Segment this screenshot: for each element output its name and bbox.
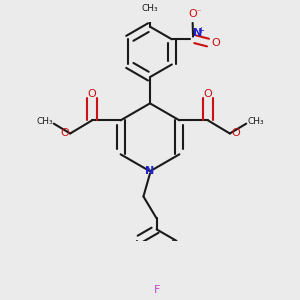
Text: CH₃: CH₃ (142, 4, 158, 13)
Text: CH₃: CH₃ (247, 117, 264, 126)
Text: O: O (60, 128, 69, 139)
Text: N: N (193, 28, 202, 38)
Text: O: O (231, 128, 240, 139)
Text: O: O (211, 38, 220, 48)
Text: O: O (88, 89, 97, 100)
Text: O: O (188, 9, 197, 19)
Text: N: N (146, 166, 154, 176)
Text: O: O (203, 89, 212, 100)
Text: F: F (153, 285, 160, 295)
Text: CH₃: CH₃ (36, 117, 53, 126)
Text: +: + (197, 26, 204, 35)
Text: ⁻: ⁻ (196, 8, 201, 17)
